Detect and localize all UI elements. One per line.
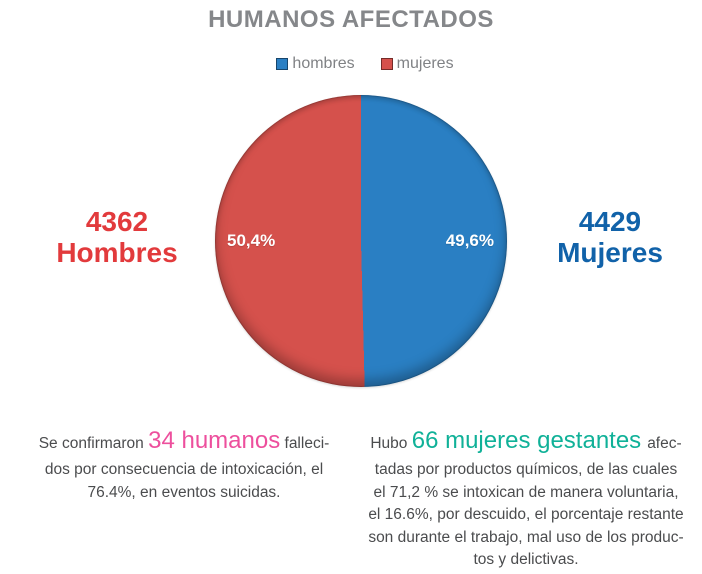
- annotation-mujeres-label: Mujeres: [557, 237, 663, 268]
- legend-label-hombres: hombres: [292, 55, 355, 72]
- pie-slice-label-hombres: 49,6%: [445, 231, 494, 250]
- annotation-hombres: 4362 Hombres: [27, 206, 207, 268]
- note-gestantes-line6: tos y delictivas.: [473, 551, 579, 568]
- legend-item-hombres: hombres: [276, 55, 355, 73]
- annotation-hombres-label: Hombres: [56, 237, 178, 268]
- note-gestantes-line4: el 16.6%, por descuido, el porcentaje re…: [368, 506, 684, 523]
- pie-slice-label-mujeres: 50,4%: [227, 231, 276, 250]
- note-fallecidos-line2: dos por consecuencia de intoxicación, el: [44, 461, 324, 478]
- note-gestantes-line1-end: afec-: [647, 435, 682, 452]
- legend-swatch-mujeres: [380, 58, 393, 70]
- annotation-mujeres: 4429 Mujeres: [520, 206, 700, 268]
- annotation-hombres-value: 4362: [85, 206, 149, 237]
- note-gestantes: Hubo 66 mujeres gestantes afec- tadas por…: [351, 426, 701, 572]
- legend: hombres mujeres: [14, 55, 702, 73]
- note-fallecidos-intro: Se confirmaron: [38, 435, 149, 452]
- note-gestantes-intro: Hubo: [370, 435, 412, 452]
- pie-chart: 50,4% 49,6%: [215, 95, 507, 387]
- legend-item-mujeres: mujeres: [380, 55, 454, 73]
- note-fallecidos-line1: Se confirmaron 34 humanos falleci-: [18, 426, 350, 459]
- note-fallecidos-line3: 76.4%, en eventos suicidas.: [87, 483, 281, 501]
- note-fallecidos-highlight: 34 humanos: [148, 427, 281, 454]
- note-fallecidos-line1-end: falleci-: [280, 435, 330, 452]
- legend-swatch-hombres: [276, 58, 289, 70]
- chart-title: HUMANOS AFECTADOS: [208, 6, 494, 33]
- legend-label-mujeres: mujeres: [396, 55, 454, 72]
- note-gestantes-line5: son durante el trabajo, mal uso de los p…: [368, 528, 684, 546]
- note-gestantes-line2: tadas por productos químicos, de las cua…: [374, 461, 678, 478]
- note-fallecidos: Se confirmaron 34 humanos falleci- dos p…: [18, 426, 350, 504]
- note-gestantes-line3: el 71,2 % se intoxican de manera volunta…: [373, 483, 679, 501]
- annotation-mujeres-value: 4429: [578, 206, 642, 237]
- note-gestantes-highlight: 66 mujeres gestantes: [411, 427, 642, 454]
- note-gestantes-line1: Hubo 66 mujeres gestantes afec-: [351, 426, 701, 459]
